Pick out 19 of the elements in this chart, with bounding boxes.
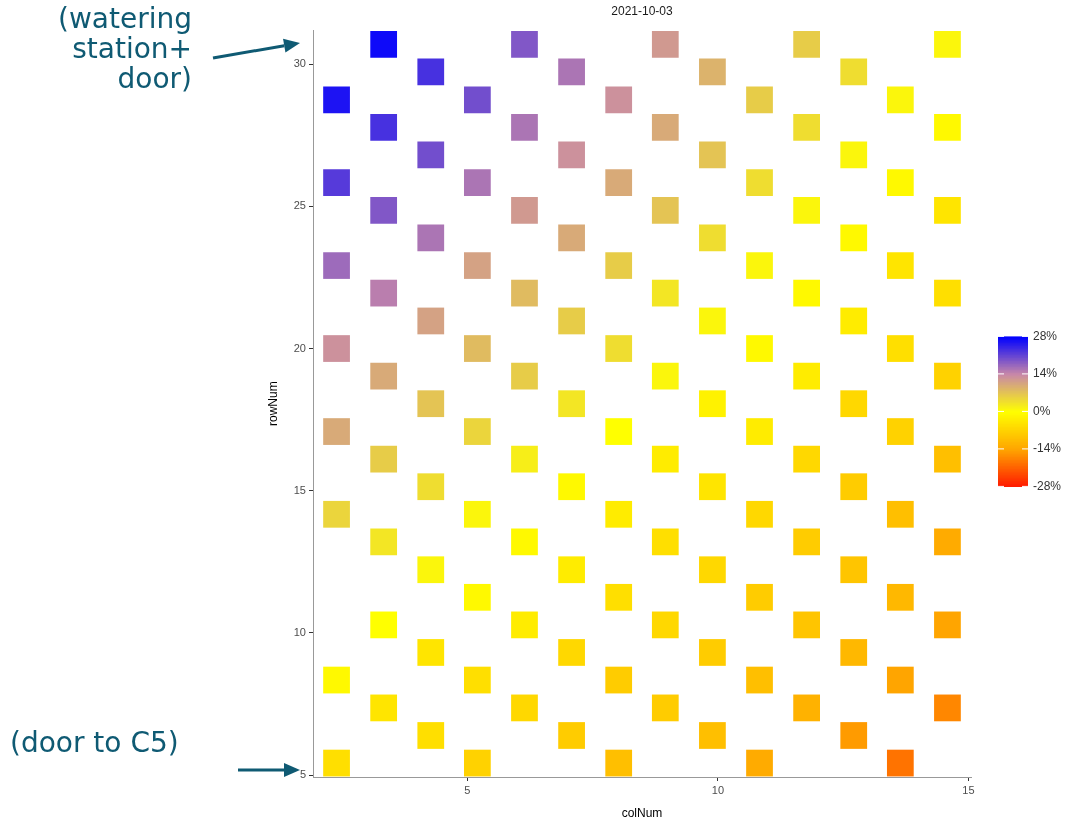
y-tick-label: 25 <box>293 199 306 212</box>
color-bar-label: -14% <box>1033 441 1062 456</box>
color-bar-label: 14% <box>1033 366 1058 381</box>
color-bar-label: 28% <box>1033 328 1058 343</box>
y-tick-label: 15 <box>293 483 306 496</box>
x-tick-label: 15 <box>962 783 975 796</box>
x-axis-title: colNum <box>621 806 663 821</box>
color-bar-label: 0% <box>1033 403 1051 418</box>
y-tick-label: 10 <box>293 625 306 638</box>
y-tick-label: 20 <box>293 341 306 354</box>
y-axis-title: rowNum <box>265 381 280 427</box>
x-tick-label: 10 <box>711 783 725 796</box>
color-bar-label: -28% <box>1033 478 1062 493</box>
chart-title: 2021-10-03 <box>611 3 674 18</box>
y-tick-label: 30 <box>293 57 306 70</box>
y-tick-label: 5 <box>299 768 306 781</box>
text: (watering station+ door) <box>57 2 192 96</box>
text: (door to C5) <box>10 726 180 759</box>
x-tick-label: 5 <box>464 783 471 796</box>
